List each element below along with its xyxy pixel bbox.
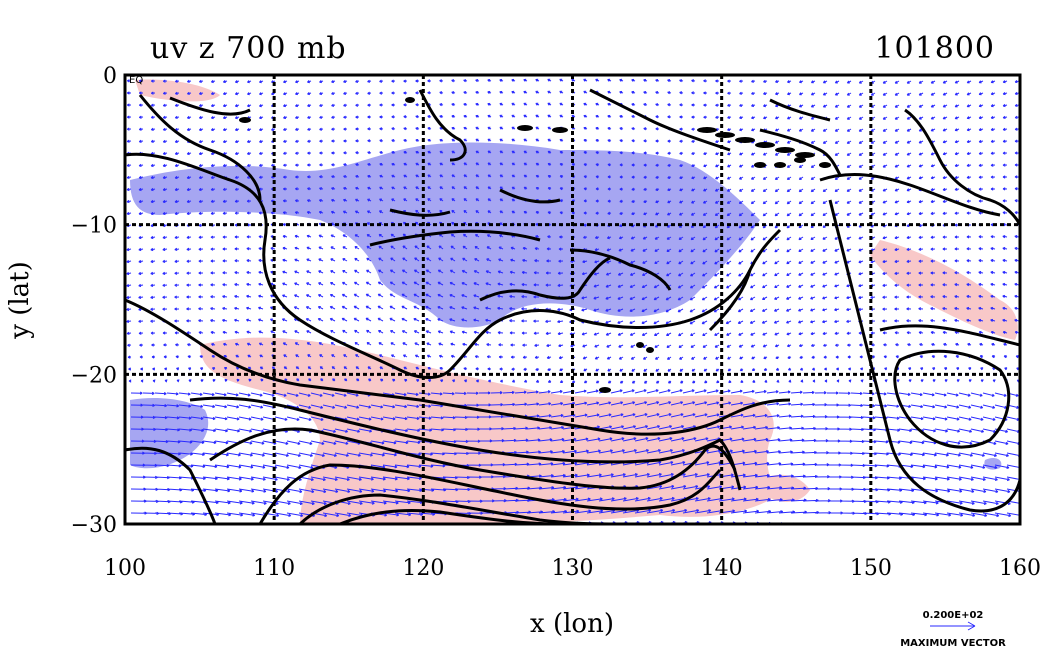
vector-legend-label: MAXIMUM VECTOR [900,638,1006,649]
plot-frame [123,73,1022,526]
x-tick-label: 120 [402,556,444,581]
y-axis-ticks: 0 −10 −20 −30 EQ [71,64,144,538]
negative-shading [130,142,1002,470]
x-axis-label: x (lon) [530,609,614,639]
small-islands [239,97,831,393]
x-axis-ticks: 100 110 120 130 140 150 160 [104,556,1041,581]
chart-title: uv z 700 mb [150,31,347,66]
x-tick-label: 160 [999,556,1041,581]
x-tick-label: 140 [701,556,743,581]
plot-area [125,78,1020,524]
y-tick-label: −10 [71,214,117,239]
x-tick-label: 100 [104,556,146,581]
x-tick-label: 110 [253,556,295,581]
y-tick-label: 0 [103,64,117,89]
equator-label: EQ [129,75,143,86]
y-axis-label: y (lat) [5,261,35,340]
vector-legend-value: 0.200E+02 [923,610,984,621]
chart-date-label: 101800 [874,31,995,66]
x-tick-label: 130 [552,556,594,581]
y-tick-label: −30 [71,513,117,538]
y-tick-label: −20 [71,363,117,388]
vector-legend: 0.200E+02 MAXIMUM VECTOR [900,610,1006,649]
x-tick-label: 150 [850,556,892,581]
geopotential-contours [125,88,1020,524]
grid-lines [125,75,1020,524]
